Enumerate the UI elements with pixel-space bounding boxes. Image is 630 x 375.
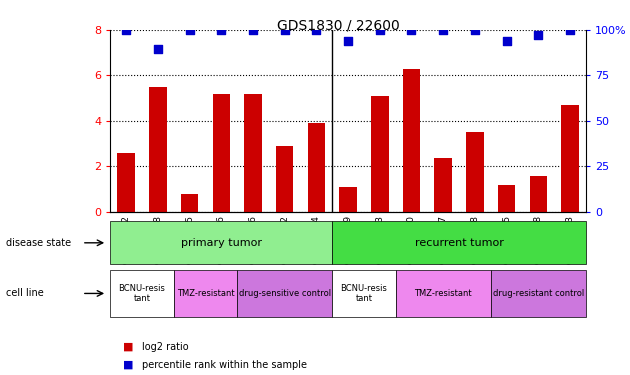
Point: [185, 27, 195, 33]
Point: [565, 27, 575, 33]
Bar: [244, 94, 261, 212]
Point: [406, 27, 416, 33]
Point: [121, 27, 131, 33]
Text: log2 ratio: log2 ratio: [142, 342, 188, 352]
Text: BCNU-resis
tant: BCNU-resis tant: [118, 284, 166, 303]
Text: disease state: disease state: [6, 238, 71, 248]
Point: [248, 27, 258, 33]
Point: [343, 38, 353, 44]
Bar: [212, 94, 230, 212]
Text: TMZ-resistant: TMZ-resistant: [415, 289, 472, 298]
Point: [438, 27, 449, 33]
Bar: [340, 187, 357, 212]
Point: [533, 32, 543, 38]
Text: drug-resistant control: drug-resistant control: [493, 289, 584, 298]
Text: ■: ■: [123, 342, 134, 352]
Point: [216, 27, 226, 33]
Text: drug-sensitive control: drug-sensitive control: [239, 289, 331, 298]
Text: BCNU-resis
tant: BCNU-resis tant: [340, 284, 387, 303]
Point: [501, 38, 512, 44]
Bar: [117, 153, 135, 212]
Text: recurrent tumor: recurrent tumor: [415, 238, 503, 248]
Text: primary tumor: primary tumor: [181, 238, 261, 248]
Bar: [561, 105, 579, 212]
Bar: [435, 159, 452, 212]
Text: TMZ-resistant: TMZ-resistant: [176, 289, 234, 298]
Bar: [276, 146, 294, 212]
Text: percentile rank within the sample: percentile rank within the sample: [142, 360, 307, 369]
Point: [470, 27, 480, 33]
Point: [280, 27, 290, 33]
Bar: [371, 96, 389, 212]
Bar: [498, 184, 515, 212]
Bar: [149, 87, 166, 212]
Text: cell line: cell line: [6, 288, 44, 298]
Point: [375, 27, 385, 33]
Point: [152, 46, 163, 53]
Bar: [530, 176, 547, 212]
Text: GDS1830 / 22600: GDS1830 / 22600: [277, 19, 399, 33]
Text: ■: ■: [123, 360, 134, 369]
Bar: [466, 132, 484, 212]
Bar: [181, 194, 198, 212]
Point: [311, 27, 321, 33]
Bar: [307, 123, 325, 212]
Bar: [403, 69, 420, 212]
